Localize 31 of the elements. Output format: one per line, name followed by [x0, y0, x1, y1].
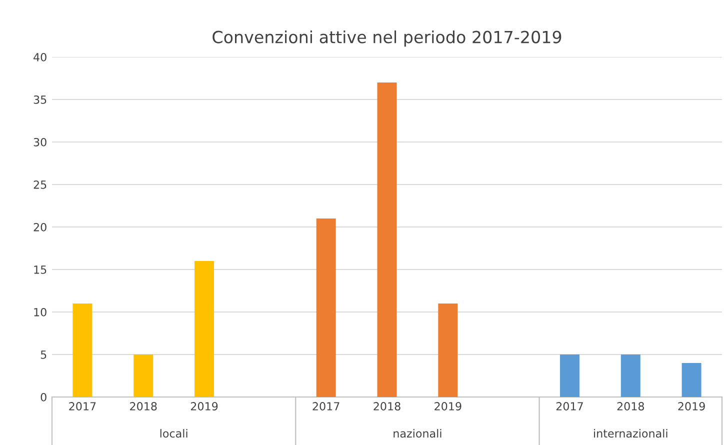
bar — [560, 354, 580, 397]
bar — [377, 82, 397, 397]
bar — [134, 354, 154, 397]
x-tick-label: 2018 — [130, 402, 157, 410]
y-tick-label: 10 — [34, 308, 46, 316]
bar — [620, 354, 640, 397]
bar — [316, 218, 336, 397]
y-tick-label: 15 — [34, 266, 46, 274]
bar — [682, 363, 702, 397]
x-tick-label: 2019 — [678, 402, 705, 410]
text: internazionali — [594, 429, 668, 438]
x-tick-label: 2017 — [556, 402, 583, 410]
text: locali — [160, 429, 188, 438]
x-tick-label: 2019 — [434, 402, 462, 410]
bar — [72, 304, 92, 397]
y-tick-label: 35 — [34, 95, 46, 104]
x-tick-label: 2018 — [374, 402, 400, 410]
bar — [194, 261, 214, 397]
y-tick-label: 20 — [34, 222, 46, 232]
y-tick-label: 40 — [34, 52, 46, 62]
y-tick-label: 30 — [34, 138, 46, 146]
text: nazionali — [394, 429, 442, 438]
chart-title: Convenzioni attive nel periodo 2017-2019 — [212, 30, 562, 47]
y-tick-label: 0 — [40, 392, 46, 402]
y-tick-label: 5 — [40, 350, 46, 359]
y-tick-label: 25 — [34, 180, 46, 189]
x-tick-label: 2017 — [69, 402, 96, 410]
x-tick-label: 2019 — [190, 402, 218, 410]
x-tick-label: 2017 — [312, 402, 340, 410]
bar — [438, 304, 458, 397]
x-tick-label: 2018 — [617, 402, 644, 410]
